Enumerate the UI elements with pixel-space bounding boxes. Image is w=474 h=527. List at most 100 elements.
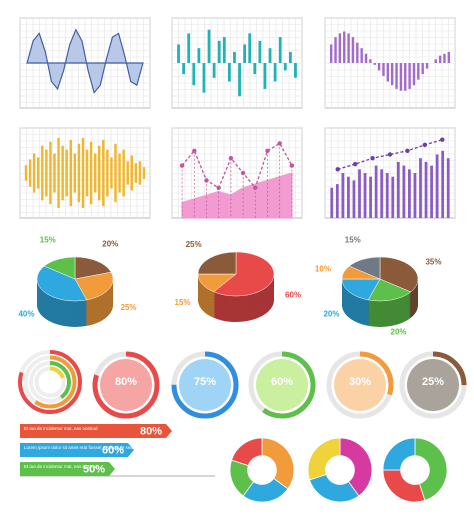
bar bbox=[369, 176, 372, 218]
pie-slice bbox=[43, 256, 76, 280]
bar bbox=[404, 63, 407, 91]
bar bbox=[441, 150, 445, 218]
bar bbox=[424, 161, 428, 218]
bar bbox=[73, 153, 77, 193]
bar bbox=[126, 161, 129, 185]
bar bbox=[93, 153, 97, 193]
bar bbox=[446, 158, 450, 218]
hbar-label: 50% bbox=[83, 463, 105, 475]
bar bbox=[382, 63, 385, 76]
bar bbox=[77, 143, 81, 203]
bar bbox=[102, 139, 105, 207]
gauge-arc bbox=[326, 351, 394, 419]
bar bbox=[396, 161, 400, 218]
point bbox=[422, 142, 428, 148]
hbar bbox=[20, 462, 115, 476]
bar bbox=[373, 63, 376, 65]
bar bbox=[374, 165, 378, 218]
gauge-label: 80% bbox=[115, 376, 137, 388]
bar bbox=[222, 37, 226, 63]
bar bbox=[288, 51, 292, 63]
bar bbox=[182, 63, 186, 75]
bar bbox=[358, 169, 361, 218]
bar bbox=[253, 63, 257, 75]
bar bbox=[329, 44, 333, 63]
gauge-fill bbox=[334, 359, 386, 411]
bar bbox=[278, 37, 282, 63]
bar bbox=[356, 42, 359, 63]
bar bbox=[419, 158, 422, 218]
bar bbox=[238, 63, 241, 97]
donut-hole bbox=[250, 458, 274, 482]
bar bbox=[434, 59, 437, 63]
bar bbox=[430, 165, 433, 218]
gauge-arc bbox=[399, 351, 467, 419]
bar bbox=[395, 63, 398, 89]
donut-slice bbox=[307, 437, 341, 481]
bar bbox=[417, 63, 420, 80]
line bbox=[181, 142, 293, 190]
bar bbox=[447, 51, 451, 63]
bar bbox=[263, 63, 267, 89]
bar bbox=[28, 159, 32, 187]
bar bbox=[335, 184, 339, 218]
bar bbox=[65, 149, 68, 197]
bar bbox=[53, 153, 56, 193]
bar bbox=[391, 176, 395, 218]
point bbox=[440, 137, 445, 142]
bar bbox=[85, 149, 89, 197]
bar bbox=[268, 48, 272, 63]
point bbox=[387, 152, 393, 157]
hbar bbox=[20, 443, 134, 457]
bar bbox=[177, 44, 180, 63]
gauge-arc bbox=[248, 351, 316, 419]
bar bbox=[258, 40, 262, 63]
gauge-label: 60% bbox=[271, 376, 293, 388]
ring bbox=[18, 350, 82, 414]
area bbox=[26, 28, 144, 94]
point bbox=[352, 161, 358, 167]
bar bbox=[408, 169, 411, 218]
bar bbox=[134, 163, 138, 183]
gauge-fill bbox=[179, 359, 231, 411]
donut-hole bbox=[328, 458, 352, 482]
pie-label: 25% bbox=[186, 240, 202, 249]
donut-hole bbox=[403, 458, 427, 482]
bar bbox=[106, 149, 109, 197]
pie-slice bbox=[36, 265, 88, 302]
point bbox=[335, 167, 340, 172]
donut-slice bbox=[414, 437, 448, 501]
bar bbox=[294, 63, 297, 78]
bar bbox=[343, 31, 346, 63]
bar bbox=[57, 137, 60, 209]
bar bbox=[118, 153, 121, 193]
bar bbox=[212, 63, 216, 78]
bar bbox=[243, 44, 247, 63]
hbar bbox=[20, 424, 172, 438]
bar bbox=[227, 63, 231, 82]
pie-label: 35% bbox=[425, 257, 441, 266]
pie-label: 40% bbox=[18, 309, 34, 318]
bar bbox=[438, 55, 442, 63]
bar bbox=[32, 153, 36, 193]
bar bbox=[385, 173, 389, 218]
bar bbox=[81, 137, 85, 209]
pie-label: 20% bbox=[391, 328, 407, 337]
bar bbox=[248, 33, 252, 63]
pie-slice bbox=[341, 278, 381, 301]
hbar-label: 80% bbox=[140, 425, 162, 437]
donut-slice bbox=[382, 437, 416, 471]
bar bbox=[98, 145, 101, 201]
gauge-label: 30% bbox=[349, 376, 371, 388]
pie-label: 20% bbox=[323, 309, 339, 318]
hbar-caption: Et iaculis incidentur mat, eas nostrud bbox=[24, 426, 98, 431]
bar bbox=[334, 37, 337, 63]
pie-slice bbox=[379, 256, 419, 293]
pie-label: 25% bbox=[120, 303, 136, 312]
bar bbox=[399, 63, 403, 91]
bar bbox=[197, 48, 201, 63]
bar bbox=[24, 165, 28, 181]
pie-label: 15% bbox=[40, 236, 56, 245]
bar bbox=[61, 145, 64, 201]
